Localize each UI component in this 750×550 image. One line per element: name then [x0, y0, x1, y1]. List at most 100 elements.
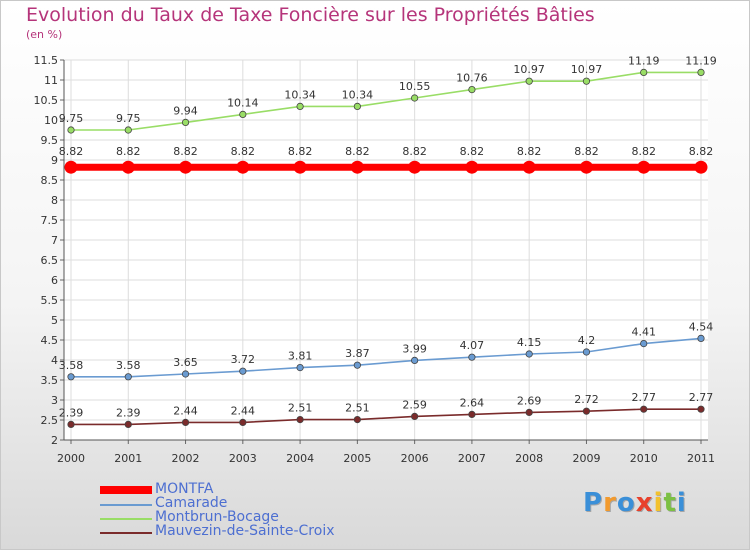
data-point-mauvezin-de-sainte-croix	[640, 405, 648, 413]
data-point-montfa	[293, 160, 307, 174]
data-label-camarade: 3.99	[402, 342, 427, 355]
data-label-montbrun-bocage: 10.97	[571, 63, 603, 76]
y-tick-label: 10	[44, 114, 58, 127]
data-point-montbrun-bocage	[468, 86, 476, 94]
data-point-camarade	[582, 348, 591, 356]
y-tick-label: 7.5	[41, 214, 59, 227]
data-point-mauvezin-de-sainte-croix	[582, 407, 591, 415]
legend-label-mauvezin: Mauvezin-de-Sainte-Croix	[155, 523, 335, 539]
data-label-mauvezin-de-sainte-croix: 2.64	[460, 396, 485, 409]
x-tick-label: 2008	[515, 452, 543, 465]
data-point-montbrun-bocage	[525, 77, 533, 85]
x-tick-label: 2001	[114, 452, 142, 465]
y-tick-label: 6.5	[41, 254, 59, 267]
data-point-montbrun-bocage	[640, 68, 648, 77]
data-point-camarade	[296, 363, 304, 372]
logo-letter: t	[663, 488, 677, 518]
data-point-montfa	[637, 160, 651, 174]
y-tick-label: 3.5	[41, 374, 59, 387]
data-label-montfa: 8.82	[689, 145, 714, 158]
x-tick-label: 2006	[401, 452, 429, 465]
logo-letter: P	[583, 488, 604, 518]
y-tick-label: 2.5	[41, 414, 59, 427]
data-point-montfa	[350, 160, 364, 174]
data-point-montbrun-bocage	[124, 126, 132, 134]
data-point-mauvezin-de-sainte-croix	[525, 408, 533, 416]
y-tick-label: 11.5	[34, 54, 59, 67]
data-point-montbrun-bocage	[411, 94, 419, 102]
data-point-montfa	[179, 160, 193, 174]
data-label-mauvezin-de-sainte-croix: 2.44	[231, 404, 256, 417]
y-tick-label: 9	[51, 154, 58, 167]
data-label-montfa: 8.82	[231, 145, 256, 158]
data-point-camarade	[353, 361, 361, 369]
data-label-mauvezin-de-sainte-croix: 2.72	[574, 393, 599, 406]
y-tick-label: 8.5	[41, 174, 59, 187]
logo-letter: i	[653, 488, 664, 518]
data-point-montfa	[408, 160, 422, 174]
data-point-camarade	[640, 339, 648, 348]
data-point-montfa	[64, 160, 78, 174]
data-label-montbrun-bocage: 9.94	[173, 104, 198, 117]
logo-letter: x	[635, 488, 654, 518]
data-point-camarade	[525, 350, 533, 358]
data-point-mauvezin-de-sainte-croix	[353, 415, 361, 424]
data-label-camarade: 4.41	[631, 326, 656, 339]
y-tick-label: 4	[51, 354, 58, 367]
plot-area	[64, 60, 708, 440]
data-label-mauvezin-de-sainte-croix: 2.39	[59, 406, 84, 419]
y-tick-label: 6	[51, 274, 58, 287]
data-label-montbrun-bocage: 10.55	[399, 80, 431, 93]
data-point-montfa	[522, 160, 536, 174]
series-line-mauvezin-de-sainte-croix	[71, 408, 701, 426]
x-tick-label: 2007	[458, 452, 486, 465]
data-point-camarade	[468, 353, 476, 361]
data-point-mauvezin-de-sainte-croix	[67, 420, 75, 428]
data-label-camarade: 4.07	[460, 339, 485, 352]
data-label-montfa: 8.82	[517, 145, 542, 158]
chart-title: Evolution du Taux de Taxe Foncière sur l…	[26, 4, 595, 26]
data-point-camarade	[124, 373, 132, 381]
data-label-camarade: 3.87	[345, 347, 370, 360]
series-line-montbrun-bocage	[71, 71, 701, 131]
data-label-montbrun-bocage: 10.76	[456, 72, 488, 85]
data-label-camarade: 3.72	[231, 353, 256, 366]
data-label-mauvezin-de-sainte-croix: 2.51	[288, 402, 313, 415]
data-label-montfa: 8.82	[574, 145, 599, 158]
data-label-montbrun-bocage: 10.34	[284, 88, 316, 101]
data-label-montfa: 8.82	[402, 145, 427, 158]
data-label-mauvezin-de-sainte-croix: 2.77	[689, 391, 714, 404]
y-tick-label: 3	[51, 394, 58, 407]
data-label-camarade: 4.54	[689, 320, 714, 333]
data-label-mauvezin-de-sainte-croix: 2.59	[402, 398, 427, 411]
data-point-montbrun-bocage	[296, 102, 304, 111]
data-point-montbrun-bocage	[697, 68, 705, 77]
y-tick-label: 11	[44, 74, 58, 87]
data-point-camarade	[239, 367, 247, 375]
data-label-montfa: 8.82	[116, 145, 141, 158]
logo-letter: r	[603, 488, 617, 518]
data-label-montfa: 8.82	[59, 145, 84, 158]
data-label-montbrun-bocage: 11.19	[628, 54, 660, 67]
x-tick-label: 2009	[572, 452, 600, 465]
data-label-mauvezin-de-sainte-croix: 2.51	[345, 402, 370, 415]
data-label-mauvezin-de-sainte-croix: 2.69	[517, 394, 542, 407]
legend-swatch-mauvezin	[100, 532, 152, 534]
logo-letter: o	[616, 488, 636, 518]
y-tick-label: 5	[51, 314, 58, 327]
data-point-montbrun-bocage	[582, 77, 591, 85]
data-label-camarade: 3.58	[59, 359, 84, 372]
y-tick-label: 7	[51, 234, 58, 247]
data-label-montbrun-bocage: 10.14	[227, 96, 259, 109]
data-label-montbrun-bocage: 11.19	[685, 54, 717, 67]
legend-label-camarade: Camarade	[155, 495, 228, 511]
data-label-camarade: 4.2	[578, 334, 596, 347]
x-tick-label: 2004	[286, 452, 314, 465]
series-line-camarade	[71, 337, 702, 378]
data-point-montbrun-bocage	[181, 118, 190, 127]
data-label-camarade: 4.15	[517, 336, 542, 349]
proxiti-logo: Proxiti	[583, 488, 687, 518]
legend-swatch-montfa	[100, 486, 152, 494]
data-label-camarade: 3.58	[116, 359, 141, 372]
data-label-montfa: 8.82	[173, 145, 198, 158]
